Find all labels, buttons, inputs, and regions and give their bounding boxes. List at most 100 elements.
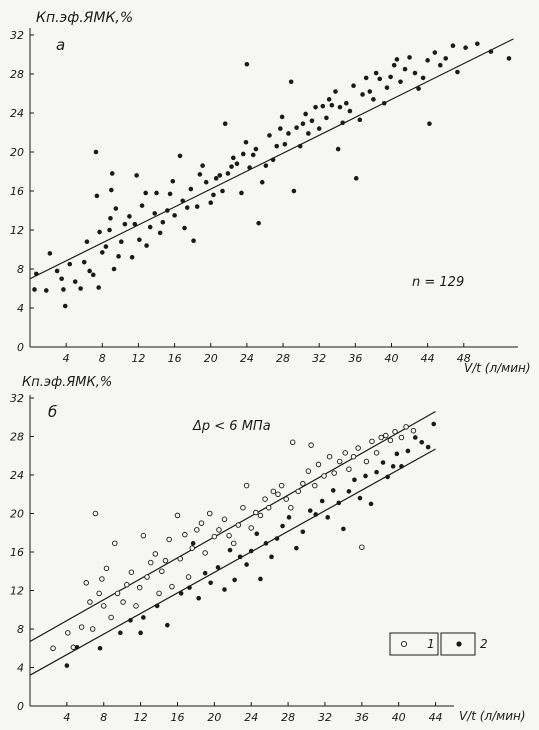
panel-a-data-point (367, 89, 373, 94)
panel-a-data-point (297, 143, 303, 149)
panel-a-data-point (191, 238, 196, 244)
panel-a-data-point (81, 259, 87, 265)
panel-a-data-point (343, 100, 349, 106)
panel-a-data-point (116, 254, 121, 259)
panel-b-data-point (307, 508, 313, 513)
panel-b-data-point (373, 450, 380, 456)
panel-b-x-tick-label: 32 (318, 711, 332, 724)
panel-b-data-point (138, 630, 143, 636)
panel-a-data-point (194, 204, 200, 209)
panel-b-data-point (258, 576, 263, 582)
panel-a-data-point (127, 214, 132, 219)
panel-a-data-point (416, 86, 421, 91)
panel-b-data-point (363, 473, 368, 479)
panel-a-y-ticks: 0 4 8 12 16 20 24 28 32 (10, 29, 34, 354)
panel-a-data-point (231, 155, 236, 161)
panel-b-data-point (294, 545, 299, 551)
panel-a-data-point (203, 179, 209, 185)
panel-b-data-point (394, 451, 400, 457)
legend-marker-open (400, 640, 408, 648)
panel-b-data-point (263, 541, 269, 546)
panel-b-data-point (262, 496, 268, 502)
panel-b-data-point (136, 584, 143, 591)
panel-a-y-tick-label: 0 (17, 341, 24, 354)
panel-b-data-point (355, 445, 361, 451)
panel-b-data-point (221, 516, 228, 523)
panel-b-data-point (331, 470, 337, 476)
panel-a-chart: Кп.эф.ЯМК,% а n = 129 V/t (л/мин) 048121… (10, 10, 531, 375)
panel-b-data-point (269, 554, 274, 560)
panel-a-data-point (282, 141, 288, 147)
panel-a-data-point (363, 75, 369, 81)
panel-a-data-point (188, 186, 194, 192)
panel-a-data-point (313, 104, 318, 110)
panel-a-data-point (394, 57, 400, 62)
panel-a-data-point (263, 163, 269, 168)
panel-b-data-point (369, 438, 375, 445)
panel-a-data-point (279, 114, 285, 120)
panel-b-data-point (431, 421, 437, 427)
panel-a-data-point (274, 143, 280, 149)
panel-b-data-point (99, 576, 105, 582)
panel-b-data-point (65, 630, 71, 636)
panel-a-data-point (170, 178, 176, 184)
panel-b-data-point (392, 428, 398, 435)
panel-b-data-point (141, 615, 146, 620)
panel-a-data-point (137, 237, 142, 243)
panel-b-x-ticks: 4 8 12 16 20 24 28 32 36 40 44 (63, 702, 443, 724)
panel-b-data-point (152, 551, 159, 557)
panel-a-data-point (360, 92, 365, 97)
panel-a-data-point (294, 125, 299, 130)
panel-b-x-tick-label: 16 (170, 711, 184, 724)
panel-b-x-tick-label: 44 (429, 711, 443, 724)
panel-a-data-point (72, 279, 78, 284)
panel-a-data-point (256, 220, 261, 226)
panel-a-data-point (184, 205, 190, 210)
panel-b-legend: 1 2 (389, 632, 488, 656)
panel-b-data-point (278, 482, 285, 489)
panel-a-data-point (455, 69, 460, 75)
panel-b-points (50, 421, 437, 668)
panel-b-data-point (325, 515, 331, 520)
panel-b-x-tick-label: 28 (281, 711, 295, 724)
panel-b-data-point (346, 466, 352, 472)
panel-b-data-point (357, 495, 363, 501)
panel-a-data-point (412, 70, 418, 76)
panel-b-data-point (108, 614, 114, 621)
panel-b-data-point (374, 469, 379, 475)
panel-b-x-tick-label: 40 (392, 711, 406, 724)
panel-a-data-point (381, 100, 387, 106)
panel-a-data-point (107, 227, 112, 233)
panel-b-data-point (300, 480, 306, 487)
panel-a-data-point (398, 79, 403, 85)
panel-a-data-point (506, 56, 512, 61)
panel-a-data-point (407, 55, 412, 60)
panel-a-data-point (402, 66, 408, 72)
panel-b-data-point (254, 531, 260, 537)
panel-b-data-point (383, 432, 389, 439)
panel-b-data-point (147, 559, 154, 566)
panel-b-y-tick-label: 12 (10, 585, 24, 598)
panel-b-y-tick-label: 24 (10, 469, 24, 482)
panel-b-data-point (235, 522, 242, 528)
panel-b-data-point (222, 587, 227, 592)
panel-a-y-tick-label: 12 (10, 224, 24, 237)
panel-b-data-point (286, 515, 292, 520)
panel-a-x-tick-label: 4 (63, 352, 70, 365)
panel-b-data-point (237, 554, 243, 560)
panel-b-data-point (274, 536, 280, 541)
panel-b-data-point (50, 645, 56, 652)
panel-a-data-point (54, 268, 60, 274)
panel-b-data-point (202, 550, 208, 556)
panel-a-ylabel: Кп.эф.ЯМК,% (36, 10, 133, 26)
panel-a-data-point (211, 192, 216, 198)
panel-b-x-tick-label: 12 (134, 711, 148, 724)
panel-b-data-point (216, 527, 222, 533)
panel-b-y-tick-label: 8 (17, 623, 24, 636)
panel-b-data-point (385, 474, 390, 480)
panel-a-data-point (347, 108, 353, 114)
panel-b-x-tick-label: 4 (63, 711, 70, 724)
panel-b-y-tick-label: 0 (17, 700, 24, 713)
panel-b-y-tick-label: 16 (10, 546, 24, 559)
panel-a-label: а (56, 36, 65, 54)
